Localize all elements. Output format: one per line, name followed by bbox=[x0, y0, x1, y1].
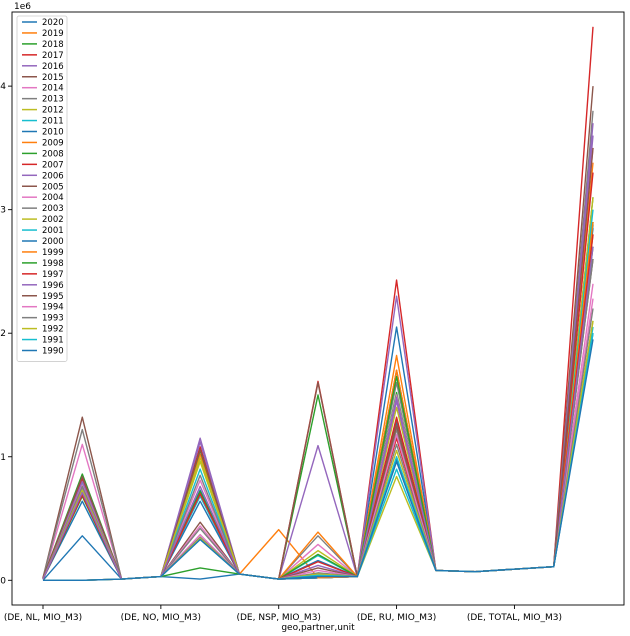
legend-label: 2015 bbox=[42, 73, 64, 83]
x-axis-label: geo,partner,unit bbox=[281, 623, 355, 633]
legend-label: 1995 bbox=[42, 292, 64, 302]
legend-label: 2002 bbox=[42, 215, 64, 225]
x-tick-label: (DE, NL, MIO_M3) bbox=[4, 613, 82, 623]
legend-label: 2011 bbox=[42, 117, 64, 127]
y-tick-label: 3 bbox=[0, 206, 6, 216]
legend: 2020201920182017201620152014201320122011… bbox=[16, 15, 68, 362]
x-tick-label: (DE, TOTAL, MIO_M3) bbox=[467, 613, 562, 623]
legend-label: 2001 bbox=[42, 226, 64, 236]
series-line-1990 bbox=[43, 339, 594, 581]
legend-label: 2013 bbox=[42, 95, 64, 105]
x-tick-label: (DE, NSP, MIO_M3) bbox=[236, 613, 320, 623]
x-tick-label: (DE, RU, MIO_M3) bbox=[357, 613, 436, 623]
plot-frame bbox=[11, 11, 625, 606]
legend-label: 2017 bbox=[42, 51, 64, 61]
x-tick-label: (DE, NO, MIO_M3) bbox=[121, 613, 201, 623]
y-axis: 0 1 2 3 4 bbox=[0, 82, 12, 586]
legend-label: 2005 bbox=[42, 182, 64, 192]
legend-label: 2019 bbox=[42, 29, 64, 39]
legend-label: 2012 bbox=[42, 106, 64, 116]
legend-label: 2000 bbox=[42, 237, 64, 247]
y-tick-label: 2 bbox=[0, 329, 6, 339]
legend-label: 2010 bbox=[42, 128, 64, 138]
legend-label: 1998 bbox=[42, 259, 64, 269]
y-tick-label: 4 bbox=[0, 82, 6, 92]
y-tick-label: 1 bbox=[0, 453, 6, 463]
legend-label: 2004 bbox=[42, 193, 64, 203]
legend-label: 1999 bbox=[42, 248, 64, 258]
series-lines bbox=[42, 26, 594, 581]
legend-label: 1992 bbox=[42, 325, 64, 335]
y-tick-label: 0 bbox=[0, 576, 6, 586]
legend-label: 1991 bbox=[42, 336, 64, 346]
legend-label: 2007 bbox=[42, 160, 64, 170]
legend-label: 2014 bbox=[42, 84, 64, 94]
legend-label: 1990 bbox=[42, 347, 64, 357]
legend-label: 2020 bbox=[42, 18, 64, 28]
legend-box bbox=[16, 15, 68, 362]
legend-label: 1997 bbox=[42, 270, 64, 280]
legend-label: 2018 bbox=[42, 40, 64, 50]
legend-label: 2009 bbox=[42, 138, 64, 148]
legend-label: 1994 bbox=[42, 303, 64, 313]
legend-label: 1993 bbox=[42, 314, 64, 324]
legend-label: 2006 bbox=[42, 171, 64, 181]
legend-label: 2016 bbox=[42, 62, 64, 72]
x-axis: (DE, NL, MIO_M3) (DE, NO, MIO_M3) (DE, NSP… bbox=[4, 605, 562, 623]
legend-label: 1996 bbox=[42, 281, 64, 291]
legend-label: 2003 bbox=[42, 204, 64, 214]
y-offset-label: 1e6 bbox=[14, 2, 31, 12]
legend-label: 2008 bbox=[42, 149, 64, 159]
